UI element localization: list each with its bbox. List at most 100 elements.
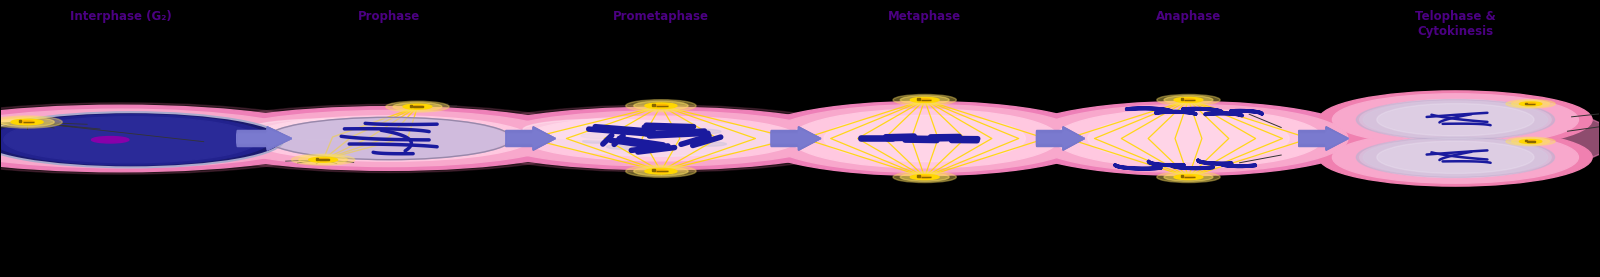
Ellipse shape: [214, 111, 563, 166]
Circle shape: [654, 170, 669, 173]
Ellipse shape: [0, 109, 314, 168]
Circle shape: [1520, 140, 1542, 143]
Ellipse shape: [582, 139, 611, 143]
Circle shape: [1506, 100, 1555, 108]
Ellipse shape: [0, 105, 339, 172]
Ellipse shape: [3, 117, 258, 163]
Ellipse shape: [1333, 94, 1579, 146]
FancyArrow shape: [771, 127, 821, 150]
Circle shape: [403, 104, 432, 109]
Ellipse shape: [682, 129, 722, 134]
FancyArrow shape: [237, 129, 291, 148]
Text: Telophase &
Cytokinesis: Telophase & Cytokinesis: [1414, 10, 1496, 38]
Ellipse shape: [0, 103, 354, 174]
Bar: [1525, 140, 1526, 142]
Circle shape: [1182, 176, 1195, 178]
Circle shape: [309, 157, 338, 162]
Ellipse shape: [272, 118, 506, 159]
Circle shape: [1506, 137, 1555, 146]
Ellipse shape: [190, 107, 587, 170]
Ellipse shape: [1318, 91, 1592, 148]
Circle shape: [11, 119, 43, 125]
Circle shape: [634, 166, 688, 176]
Ellipse shape: [1363, 138, 1547, 176]
FancyArrow shape: [237, 127, 291, 150]
Circle shape: [1157, 172, 1221, 183]
Ellipse shape: [691, 142, 726, 146]
FancyArrow shape: [506, 130, 555, 147]
Ellipse shape: [749, 101, 1101, 176]
Ellipse shape: [1378, 141, 1534, 173]
Bar: [19, 120, 21, 122]
Ellipse shape: [1360, 137, 1550, 178]
Ellipse shape: [1054, 109, 1323, 168]
Ellipse shape: [1088, 115, 1290, 162]
FancyArrow shape: [1299, 127, 1349, 150]
Ellipse shape: [1357, 99, 1555, 140]
Ellipse shape: [248, 116, 531, 161]
FancyArrow shape: [506, 127, 555, 150]
Circle shape: [1182, 99, 1195, 101]
Ellipse shape: [645, 125, 677, 130]
Circle shape: [0, 116, 62, 128]
Circle shape: [19, 121, 34, 123]
Circle shape: [918, 176, 931, 178]
Ellipse shape: [1357, 137, 1555, 178]
Circle shape: [386, 101, 450, 112]
Circle shape: [893, 172, 957, 183]
Circle shape: [634, 101, 688, 111]
Circle shape: [645, 168, 677, 174]
Ellipse shape: [491, 111, 830, 166]
Ellipse shape: [467, 107, 854, 170]
Ellipse shape: [178, 104, 602, 173]
Ellipse shape: [765, 104, 1085, 173]
Circle shape: [1520, 102, 1542, 106]
Ellipse shape: [1029, 104, 1347, 173]
FancyArrow shape: [1299, 128, 1349, 149]
Ellipse shape: [1378, 104, 1534, 136]
Circle shape: [1512, 138, 1550, 145]
Circle shape: [626, 100, 696, 112]
FancyArrow shape: [1037, 130, 1085, 147]
Ellipse shape: [248, 119, 418, 140]
Ellipse shape: [1318, 129, 1592, 186]
Circle shape: [654, 104, 669, 107]
Circle shape: [299, 155, 347, 164]
Ellipse shape: [824, 115, 1026, 162]
Circle shape: [317, 159, 330, 161]
FancyArrow shape: [506, 129, 555, 148]
Circle shape: [901, 173, 949, 181]
Ellipse shape: [0, 118, 152, 140]
Circle shape: [645, 103, 677, 109]
Bar: [1528, 141, 1536, 142]
Text: Anaphase: Anaphase: [1155, 10, 1221, 23]
Circle shape: [291, 154, 355, 165]
FancyArrow shape: [1037, 128, 1085, 149]
Bar: [410, 105, 413, 107]
Circle shape: [893, 94, 957, 105]
FancyArrow shape: [771, 130, 821, 147]
FancyArrow shape: [1299, 130, 1349, 147]
Circle shape: [91, 137, 130, 143]
Ellipse shape: [1013, 101, 1365, 176]
Circle shape: [411, 106, 424, 108]
FancyArrow shape: [1299, 129, 1349, 148]
Circle shape: [394, 102, 442, 111]
Circle shape: [1525, 141, 1536, 142]
Text: Prophase: Prophase: [358, 10, 421, 23]
FancyArrow shape: [237, 130, 291, 147]
Bar: [653, 169, 656, 171]
Ellipse shape: [0, 115, 270, 165]
FancyArrow shape: [771, 128, 821, 149]
Circle shape: [626, 165, 696, 177]
FancyArrow shape: [1037, 129, 1085, 148]
Bar: [1525, 102, 1526, 104]
Circle shape: [1157, 94, 1221, 105]
Ellipse shape: [1363, 101, 1547, 138]
Ellipse shape: [266, 117, 512, 160]
FancyArrow shape: [1037, 127, 1085, 150]
Circle shape: [1525, 103, 1536, 105]
Circle shape: [910, 98, 939, 102]
Circle shape: [0, 117, 54, 127]
Ellipse shape: [454, 105, 867, 172]
